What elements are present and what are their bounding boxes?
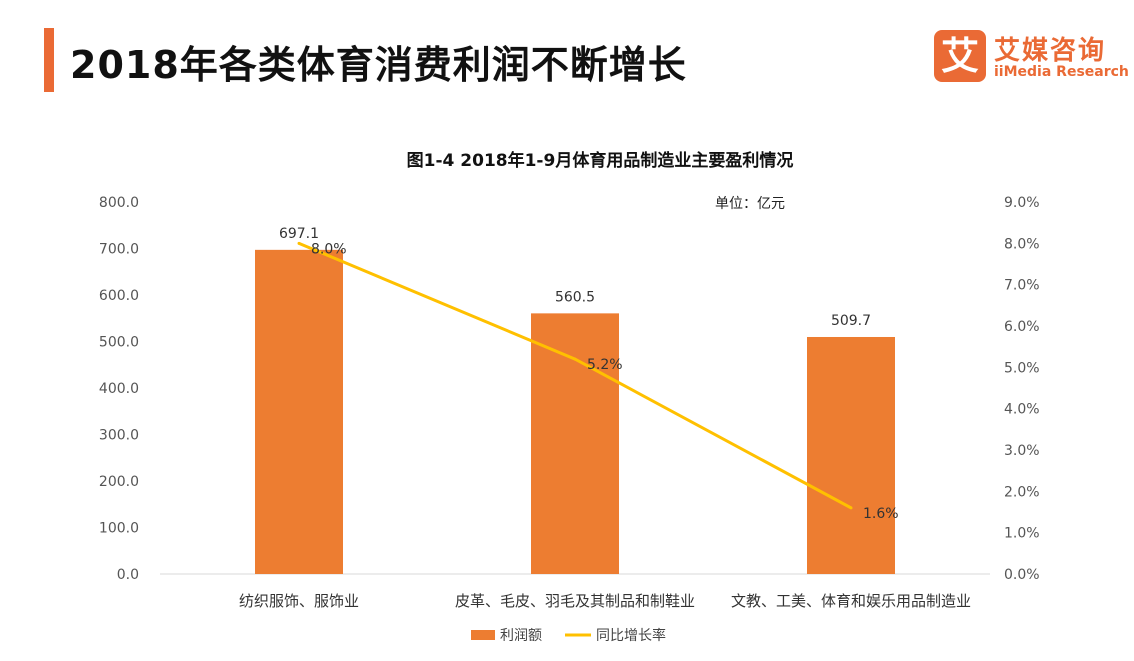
legend-label-line: 同比增长率 bbox=[596, 627, 666, 644]
right-axis-tick-label: 8.0% bbox=[1004, 236, 1040, 252]
right-axis-tick-label: 2.0% bbox=[1004, 484, 1040, 500]
bar-data-label: 697.1 bbox=[279, 226, 319, 242]
bar-profit bbox=[531, 313, 619, 574]
bar-profit bbox=[255, 249, 343, 574]
left-axis-tick-label: 500.0 bbox=[99, 335, 139, 351]
line-data-label: 1.6% bbox=[863, 506, 899, 522]
growth-rate-point bbox=[849, 506, 853, 510]
right-axis-tick-label: 4.0% bbox=[1004, 402, 1040, 418]
right-axis-tick-label: 7.0% bbox=[1004, 278, 1040, 294]
logo-chinese-name: 艾媒咨询 bbox=[994, 36, 1107, 66]
right-axis-tick-label: 6.0% bbox=[1004, 319, 1040, 335]
page-title: 2018年各类体育消费利润不断增长 bbox=[70, 43, 687, 87]
right-axis-tick-label: 1.0% bbox=[1004, 526, 1040, 542]
left-axis-tick-label: 700.0 bbox=[99, 242, 139, 258]
logo-mark-icon: 艾 bbox=[934, 30, 986, 82]
left-axis-tick-label: 200.0 bbox=[99, 474, 139, 490]
left-axis-tick-label: 100.0 bbox=[99, 521, 139, 537]
logo-english-name: iiMedia Research bbox=[994, 64, 1129, 80]
bar-data-label: 560.5 bbox=[555, 289, 595, 305]
right-axis-tick-label: 0.0% bbox=[1004, 567, 1040, 583]
legend-label-bar: 利润额 bbox=[500, 628, 542, 644]
category-label: 纺织服饰、服饰业 bbox=[239, 592, 359, 610]
chart-title: 图1-4 2018年1-9月体育用品制造业主要盈利情况 bbox=[407, 150, 794, 171]
unit-label: 单位：亿元 bbox=[715, 196, 785, 212]
title-accent-bar bbox=[44, 28, 54, 92]
left-axis-tick-label: 800.0 bbox=[99, 195, 139, 211]
left-axis-tick-label: 400.0 bbox=[99, 381, 139, 397]
category-label: 皮革、毛皮、羽毛及其制品和制鞋业 bbox=[455, 592, 695, 610]
line-data-label: 5.2% bbox=[587, 357, 623, 373]
bar-profit bbox=[807, 336, 895, 574]
left-axis-tick-label: 300.0 bbox=[99, 428, 139, 444]
growth-rate-point bbox=[297, 241, 301, 245]
right-axis-tick-label: 9.0% bbox=[1004, 195, 1040, 211]
right-axis-tick-label: 3.0% bbox=[1004, 443, 1040, 459]
growth-rate-point bbox=[573, 357, 577, 361]
brand-logo: 艾 艾媒咨询 iiMedia Research bbox=[934, 30, 1129, 86]
category-label: 文教、工美、体育和娱乐用品制造业 bbox=[731, 592, 971, 610]
line-data-label: 8.0% bbox=[311, 241, 347, 257]
left-axis-tick-label: 0.0 bbox=[117, 567, 139, 583]
right-axis-tick-label: 5.0% bbox=[1004, 360, 1040, 376]
bar-data-label: 509.7 bbox=[831, 313, 871, 329]
left-axis-tick-label: 600.0 bbox=[99, 288, 139, 304]
legend-swatch-bar bbox=[471, 630, 495, 640]
